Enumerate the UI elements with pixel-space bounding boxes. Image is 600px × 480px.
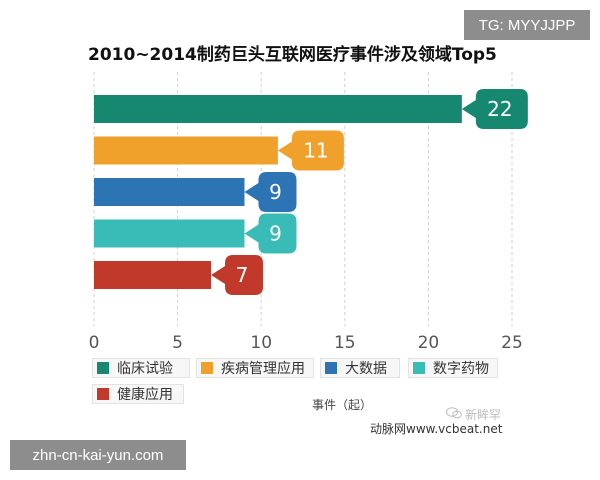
x-tick-label: 20 — [418, 333, 440, 353]
bar — [94, 178, 245, 206]
value-callout — [211, 255, 264, 295]
watermark-text: 新眸罕 — [465, 408, 502, 422]
top-overlay-tag: TG: MYYJJPP — [464, 10, 590, 40]
legend-label: 大数据 — [345, 361, 387, 377]
data-label: 7 — [236, 263, 249, 287]
x-tick-label: 15 — [334, 333, 356, 353]
value-callout — [277, 130, 344, 171]
x-tick-label: 10 — [250, 333, 272, 353]
legend-label: 临床试验 — [117, 361, 173, 377]
data-label: 9 — [269, 180, 282, 204]
data-label: 11 — [303, 139, 328, 163]
x-axis-ticks: 0 5 10 15 20 25 — [89, 333, 523, 353]
bar — [94, 219, 245, 248]
x-tick-label: 25 — [501, 333, 523, 353]
x-tick-label: 5 — [172, 333, 183, 353]
legend-item: 数字药物 — [408, 358, 498, 378]
chart-title: 2010~2014制药巨头互联网医疗事件涉及领域Top5 — [88, 45, 497, 65]
bar — [94, 95, 462, 123]
source-credit: 动脉网www.vcbeat.net — [370, 422, 503, 436]
legend-swatch — [97, 362, 109, 374]
legend-label: 疾病管理应用 — [221, 361, 305, 377]
legend-swatch — [201, 362, 213, 374]
legend-swatch — [325, 362, 337, 374]
legend-label: 数字药物 — [433, 361, 489, 377]
value-callout — [461, 89, 528, 129]
legend-swatch — [97, 388, 109, 400]
legend-swatch — [413, 362, 425, 374]
bar — [94, 136, 278, 165]
legend-item: 疾病管理应用 — [196, 358, 314, 378]
watermark: 新眸罕 — [446, 406, 501, 423]
legend-item: 大数据 — [320, 358, 400, 378]
data-label: 9 — [269, 222, 282, 246]
x-axis-label: 事件（起） — [312, 398, 373, 412]
legend-item: 临床试验 — [92, 358, 190, 378]
bar — [94, 261, 212, 289]
data-label: 22 — [487, 97, 512, 121]
wechat-icon — [446, 407, 462, 422]
legend-item: 健康应用 — [92, 384, 184, 404]
legend-label: 健康应用 — [117, 387, 173, 403]
bottom-overlay-tag: zhn-cn-kai-yun.com — [10, 440, 186, 470]
x-tick-label: 0 — [89, 333, 100, 353]
value-callout — [244, 213, 297, 254]
value-callout — [244, 172, 297, 212]
